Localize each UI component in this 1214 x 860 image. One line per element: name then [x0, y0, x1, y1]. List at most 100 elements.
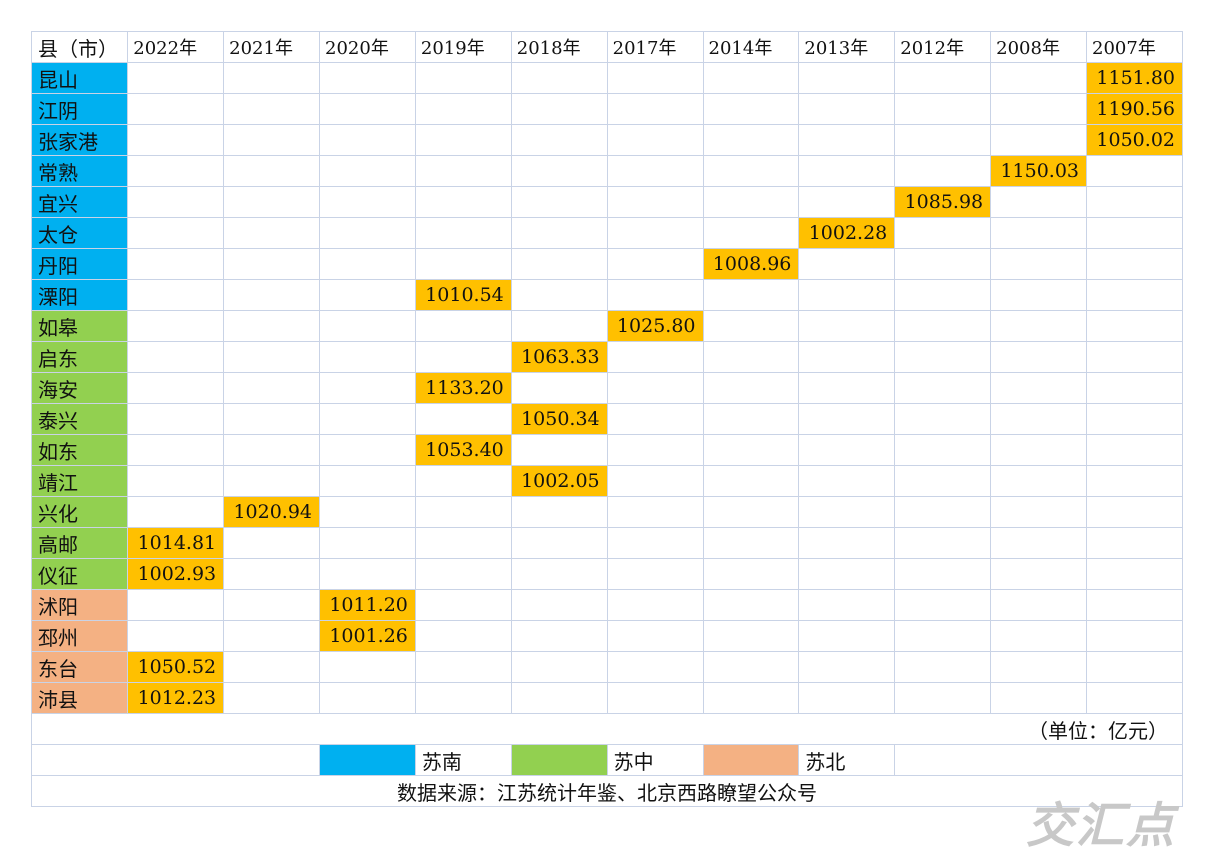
empty-cell [606, 341, 704, 373]
table-row: 沭阳 1011.20 [30, 589, 1183, 621]
empty-cell [606, 248, 704, 280]
empty-cell [127, 620, 225, 652]
empty-cell [894, 403, 992, 435]
empty-cell [127, 589, 225, 621]
empty-cell [894, 310, 992, 342]
table-row: 昆山 1151.80 [30, 62, 1183, 94]
empty-cell [127, 310, 225, 342]
empty-cell [798, 527, 896, 559]
empty-cell [414, 124, 512, 156]
empty-cell [894, 341, 992, 373]
empty-cell [414, 93, 512, 125]
gdp-value-cell: 1014.81 [127, 527, 225, 559]
table-row: 邳州 1001.26 [30, 620, 1183, 652]
empty-cell [1086, 248, 1183, 280]
empty-cell [510, 217, 608, 249]
empty-cell [606, 62, 704, 94]
empty-cell [702, 682, 800, 714]
county-name: 如皋 [30, 310, 129, 342]
empty-cell [510, 155, 608, 187]
empty-cell [1086, 403, 1183, 435]
empty-cell [702, 496, 800, 528]
empty-cell [702, 310, 800, 342]
empty-cell [894, 155, 992, 187]
source-note: 数据来源：江苏统计年鉴、北京西路瞭望公众号 [31, 775, 1183, 807]
empty-cell [223, 217, 321, 249]
year-header-2: 2020年 [319, 31, 416, 63]
empty-cell [414, 589, 512, 621]
empty-cell [319, 93, 416, 125]
empty-cell [510, 62, 608, 94]
empty-cell [414, 527, 512, 559]
empty-cell [606, 124, 704, 156]
empty-cell [798, 651, 896, 683]
empty-cell [127, 248, 225, 280]
empty-cell [127, 279, 225, 311]
gdp-value-cell: 1085.98 [894, 186, 992, 218]
gdp-value-cell: 1012.23 [127, 682, 225, 714]
empty-cell [798, 62, 896, 94]
empty-cell [127, 217, 225, 249]
county-name: 泰兴 [30, 403, 129, 435]
empty-cell [606, 651, 704, 683]
empty-cell [894, 558, 992, 590]
empty-cell [223, 651, 321, 683]
header-row: 县（市） 2022年 2021年 2020年 2019年 2018年 2017年 2014年… [30, 31, 1183, 63]
empty-cell [798, 248, 896, 280]
county-name: 启东 [30, 341, 129, 373]
county-name: 沛县 [30, 682, 129, 714]
empty-cell [223, 589, 321, 621]
empty-cell [990, 651, 1088, 683]
gdp-value-cell: 1002.28 [798, 217, 896, 249]
empty-cell [894, 434, 992, 466]
empty-cell [1086, 465, 1183, 497]
empty-cell [990, 217, 1088, 249]
gdp-value-cell: 1150.03 [990, 155, 1088, 187]
empty-cell [1086, 620, 1183, 652]
watermark-logo: 交汇点 [1026, 798, 1177, 854]
empty-cell [798, 496, 896, 528]
gdp-value-cell: 1011.20 [319, 589, 416, 621]
empty-cell [894, 372, 992, 404]
gdp-value-cell: 1133.20 [414, 372, 512, 404]
empty-cell [990, 93, 1088, 125]
county-name: 东台 [30, 651, 129, 683]
year-header-3: 2019年 [414, 31, 512, 63]
empty-cell [319, 62, 416, 94]
year-header-4: 2018年 [510, 31, 608, 63]
empty-cell [223, 279, 321, 311]
empty-cell [414, 186, 512, 218]
empty-cell [894, 589, 992, 621]
legend-spacer-right [894, 744, 1183, 776]
empty-cell [414, 310, 512, 342]
county-name: 沭阳 [30, 589, 129, 621]
empty-cell [990, 682, 1088, 714]
empty-cell [798, 124, 896, 156]
gdp-value-cell: 1025.80 [606, 310, 704, 342]
empty-cell [319, 310, 416, 342]
year-header-10: 2007年 [1086, 31, 1183, 63]
county-name: 仪征 [30, 558, 129, 590]
gdp-value-cell: 1002.93 [127, 558, 225, 590]
empty-cell [990, 279, 1088, 311]
county-name: 丹阳 [30, 248, 129, 280]
empty-cell [319, 186, 416, 218]
year-header-9: 2008年 [990, 31, 1088, 63]
empty-cell [990, 186, 1088, 218]
county-name: 靖江 [30, 465, 129, 497]
empty-cell [702, 403, 800, 435]
empty-cell [127, 496, 225, 528]
table-row: 靖江 1002.05 [30, 465, 1183, 497]
empty-cell [894, 217, 992, 249]
legend-label-north: 苏北 [798, 744, 896, 776]
empty-cell [414, 620, 512, 652]
empty-cell [606, 186, 704, 218]
empty-cell [319, 434, 416, 466]
empty-cell [702, 62, 800, 94]
empty-cell [702, 465, 800, 497]
table-row: 沛县 1012.23 [30, 682, 1183, 714]
empty-cell [510, 589, 608, 621]
year-header-7: 2013年 [798, 31, 896, 63]
empty-cell [510, 496, 608, 528]
empty-cell [319, 248, 416, 280]
